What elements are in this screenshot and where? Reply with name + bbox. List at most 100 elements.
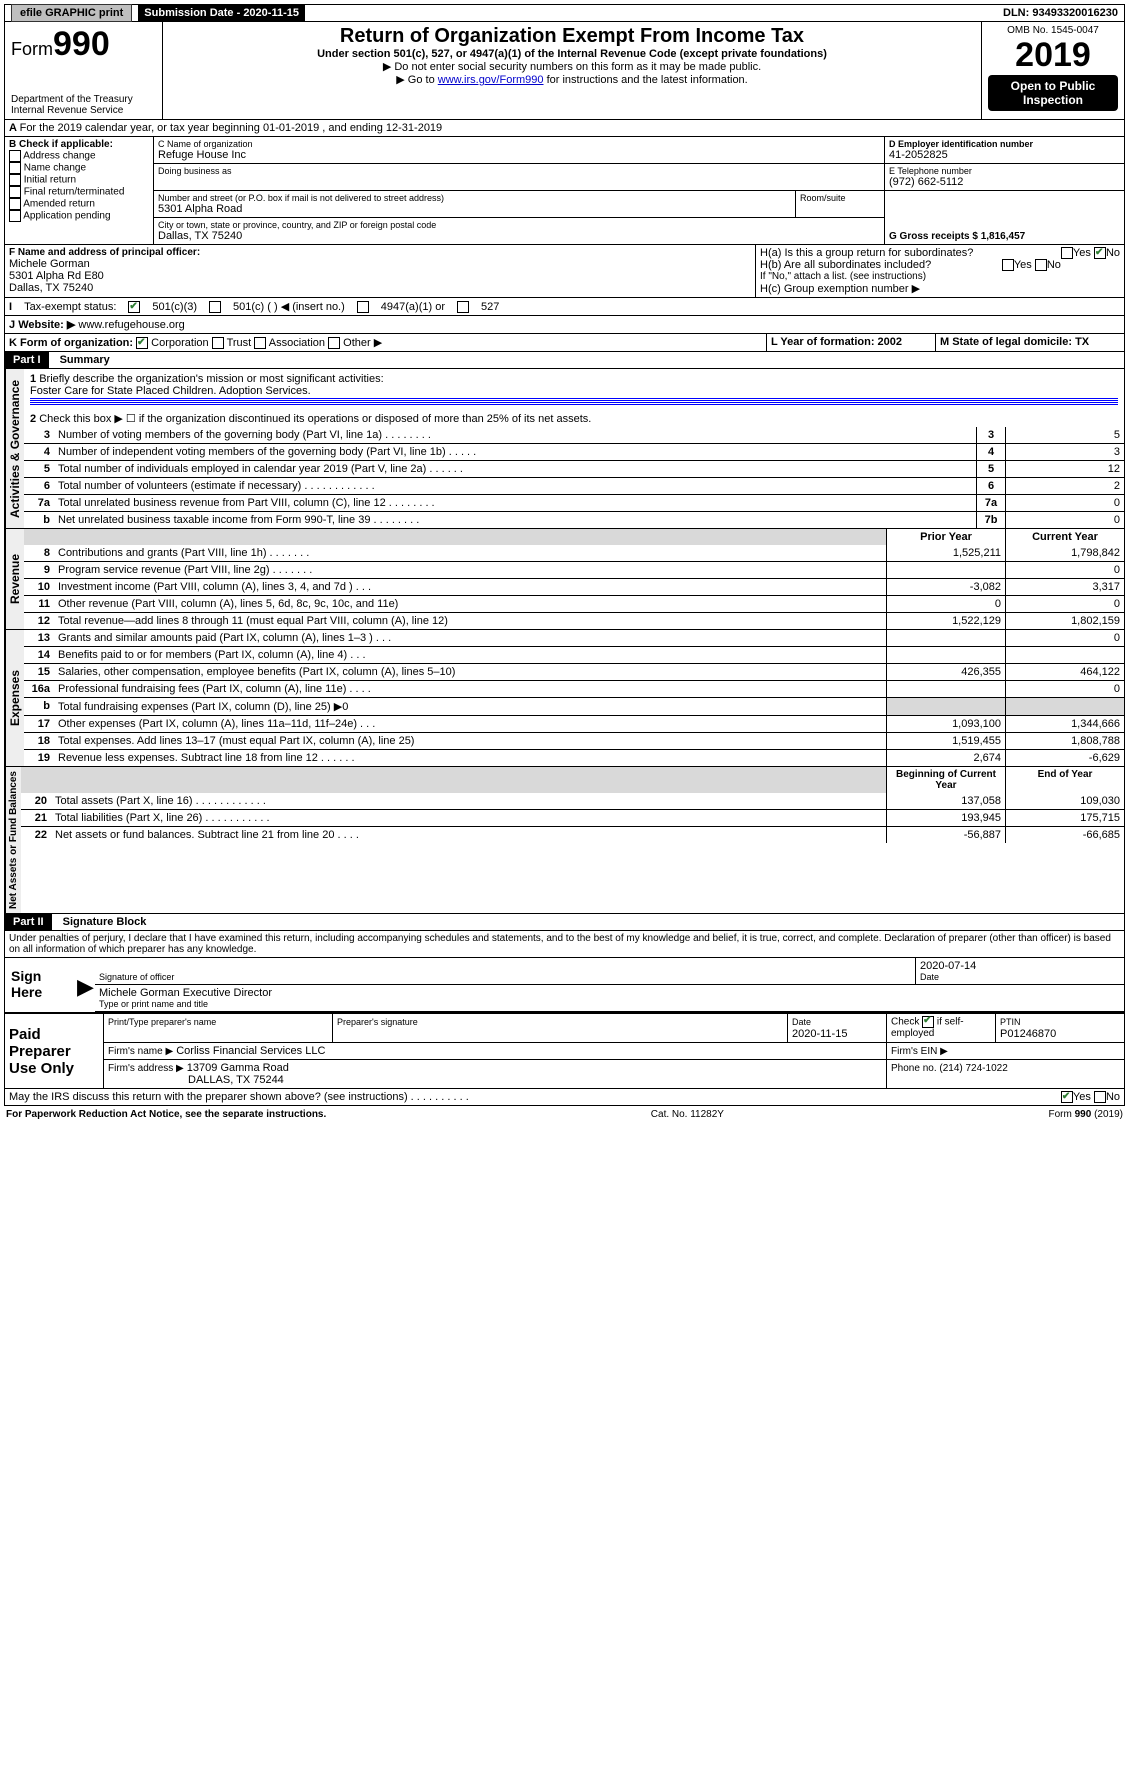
chk-501c3[interactable] — [128, 301, 140, 313]
line-a: A For the 2019 calendar year, or tax yea… — [4, 120, 1125, 137]
net-row-22: 22Net assets or fund balances. Subtract … — [21, 826, 1124, 843]
summary-row-7a: 7aTotal unrelated business revenue from … — [24, 494, 1124, 511]
revenue-row-10: 10Investment income (Part VIII, column (… — [24, 578, 1124, 595]
chk-trust[interactable] — [212, 337, 224, 349]
instructions-link[interactable]: www.irs.gov/Form990 — [438, 74, 544, 86]
col-end-year: End of Year — [1005, 767, 1124, 793]
chk-other[interactable] — [328, 337, 340, 349]
dba-label: Doing business as — [158, 166, 880, 176]
expense-row-19: 19Revenue less expenses. Subtract line 1… — [24, 749, 1124, 766]
chk-501c[interactable] — [209, 301, 221, 313]
summary-row-7b: bNet unrelated business taxable income f… — [24, 511, 1124, 528]
f-label: F Name and address of principal officer: — [9, 247, 751, 258]
form-header: Form990 Department of the Treasury Inter… — [4, 22, 1125, 120]
top-bar: efile GRAPHIC print Submission Date - 20… — [4, 4, 1125, 22]
chk-final-return[interactable]: Final return/terminated — [9, 186, 149, 198]
revenue-row-11: 11Other revenue (Part VIII, column (A), … — [24, 595, 1124, 612]
l2: Check this box ▶ ☐ if the organization d… — [39, 413, 591, 425]
firm-ein-label: Firm's EIN ▶ — [891, 1046, 948, 1057]
part-ii-header: Part II — [5, 914, 52, 930]
col-beg-year: Beginning of Current Year — [886, 767, 1005, 793]
sig-date: 2020-07-14 — [920, 960, 1120, 972]
officer-name: Michele Gorman — [9, 258, 751, 270]
firm-phone: Phone no. (214) 724-1022 — [891, 1063, 1008, 1074]
discuss-yes[interactable] — [1061, 1091, 1073, 1103]
paid-preparer-table: Paid Preparer Use Only Print/Type prepar… — [4, 1013, 1125, 1089]
revenue-row-8: 8Contributions and grants (Part VIII, li… — [24, 545, 1124, 561]
ein: 41-2052825 — [889, 149, 1120, 161]
c-name-label: C Name of organization — [158, 139, 880, 149]
expense-row-16a: 16aProfessional fundraising fees (Part I… — [24, 680, 1124, 697]
summary-row-6: 6Total number of volunteers (estimate if… — [24, 477, 1124, 494]
officer-addr2: Dallas, TX 75240 — [9, 282, 751, 294]
line-i: ITax-exempt status: 501(c)(3) 501(c) ( )… — [4, 298, 1125, 316]
h-a: H(a) Is this a group return for subordin… — [760, 247, 1120, 259]
line-k: K Form of organization: Corporation Trus… — [4, 334, 767, 352]
tax-year: 2019 — [988, 36, 1118, 75]
perjury-declaration: Under penalties of perjury, I declare th… — [4, 931, 1125, 958]
revenue-row-12: 12Total revenue—add lines 8 through 11 (… — [24, 612, 1124, 629]
dln: DLN: 93493320016230 — [997, 5, 1124, 21]
chk-app-pending[interactable]: Application pending — [9, 210, 149, 222]
h-b: H(b) Are all subordinates included? Yes … — [760, 259, 1120, 271]
expense-row-13: 13Grants and similar amounts paid (Part … — [24, 630, 1124, 646]
printed-label: Type or print name and title — [99, 999, 1120, 1009]
chk-initial-return[interactable]: Initial return — [9, 174, 149, 186]
l1-label: Briefly describe the organization's miss… — [39, 373, 383, 385]
expense-row-b: bTotal fundraising expenses (Part IX, co… — [24, 697, 1124, 715]
net-row-21: 21Total liabilities (Part X, line 26) . … — [21, 809, 1124, 826]
line-m: M State of legal domicile: TX — [936, 334, 1125, 352]
subtitle-3: ▶ Go to www.irs.gov/Form990 for instruct… — [169, 73, 975, 86]
chk-corp[interactable] — [136, 337, 148, 349]
subtitle-2: ▶ Do not enter social security numbers o… — [169, 60, 975, 73]
expense-row-14: 14Benefits paid to or for members (Part … — [24, 646, 1124, 663]
side-net-assets: Net Assets or Fund Balances — [5, 767, 21, 913]
ptin: P01246870 — [1000, 1028, 1056, 1040]
efile-print-button[interactable]: efile GRAPHIC print — [11, 4, 132, 22]
firm-address: 13709 Gamma Road — [187, 1062, 289, 1074]
form-title: Return of Organization Exempt From Incom… — [169, 25, 975, 48]
org-name: Refuge House Inc — [158, 149, 880, 161]
pra-notice: For Paperwork Reduction Act Notice, see … — [6, 1109, 326, 1120]
discuss-no[interactable] — [1094, 1091, 1106, 1103]
chk-address-change[interactable]: Address change — [9, 150, 149, 162]
telephone: (972) 662-5112 — [889, 176, 1120, 188]
submission-date: Submission Date - 2020-11-15 — [138, 5, 305, 21]
side-expenses: Expenses — [5, 630, 24, 766]
col-prior-year: Prior Year — [886, 529, 1005, 545]
side-activities: Activities & Governance — [5, 369, 24, 528]
org-address: 5301 Alpha Road — [158, 203, 791, 215]
cat-no: Cat. No. 11282Y — [651, 1109, 724, 1120]
side-revenue: Revenue — [5, 529, 24, 629]
part-ii-title: Signature Block — [55, 916, 147, 928]
identity-block: B Check if applicable: Address change Na… — [4, 137, 1125, 245]
self-employed-check[interactable]: Check if self-employed — [887, 1014, 996, 1043]
website: www.refugehouse.org — [78, 319, 184, 331]
org-city: Dallas, TX 75240 — [158, 230, 880, 242]
line-l: L Year of formation: 2002 — [767, 334, 936, 352]
firm-name: Corliss Financial Services LLC — [176, 1045, 325, 1057]
city-label: City or town, state or province, country… — [158, 220, 880, 230]
open-to-public: Open to Public Inspection — [988, 75, 1118, 111]
form-number: Form990 — [11, 25, 156, 64]
expense-row-17: 17Other expenses (Part IX, column (A), l… — [24, 715, 1124, 732]
form-footer: Form 990 (2019) — [1049, 1109, 1123, 1120]
discuss-with-preparer: May the IRS discuss this return with the… — [4, 1089, 1125, 1106]
omb-number: OMB No. 1545-0047 — [988, 25, 1118, 36]
paid-preparer-label: Paid Preparer Use Only — [5, 1014, 104, 1089]
sig-officer-label: Signature of officer — [99, 972, 911, 982]
officer-addr1: 5301 Alpha Rd E80 — [9, 270, 751, 282]
room-label: Room/suite — [800, 193, 880, 203]
chk-amended[interactable]: Amended return — [9, 198, 149, 210]
sig-date-label: Date — [920, 972, 1120, 982]
chk-name-change[interactable]: Name change — [9, 162, 149, 174]
line-b-label: B Check if applicable: — [9, 139, 149, 150]
sign-here-label: Sign Here — [5, 958, 77, 1012]
line-j: J Website: ▶ www.refugehouse.org — [4, 316, 1125, 334]
summary-row-3: 3Number of voting members of the governi… — [24, 427, 1124, 443]
chk-4947[interactable] — [357, 301, 369, 313]
chk-assoc[interactable] — [254, 337, 266, 349]
chk-527[interactable] — [457, 301, 469, 313]
col-current-year: Current Year — [1005, 529, 1124, 545]
net-row-20: 20Total assets (Part X, line 16) . . . .… — [21, 793, 1124, 809]
